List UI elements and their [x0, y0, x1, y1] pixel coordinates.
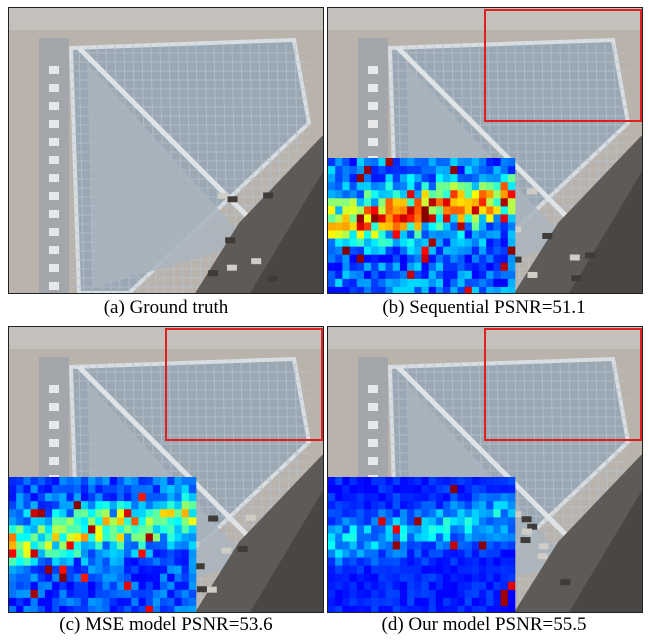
aerial-image: [328, 327, 642, 612]
left-wall: [39, 38, 69, 293]
panel-ground-truth: [8, 7, 324, 294]
error-map: [328, 158, 516, 293]
caption-c: (c) MSE model PSNR=53.6: [59, 614, 273, 635]
roof-beam: [396, 46, 580, 230]
caption-d: (d) Our model PSNR=55.5: [381, 614, 587, 635]
crop-box: [484, 328, 642, 441]
aerial-image: [328, 8, 642, 293]
dark-roof: [250, 171, 323, 293]
error-map: [328, 477, 516, 612]
crop-box: [484, 9, 642, 122]
wall-windows: [49, 66, 59, 290]
roof-beam: [396, 365, 580, 549]
error-map: [9, 477, 197, 612]
aerial-image: [9, 327, 323, 612]
panel-our-model: [327, 326, 643, 613]
crop-box: [165, 328, 323, 441]
ground-objects: [511, 511, 571, 586]
ground-objects: [511, 188, 596, 282]
panel-mse-model: [8, 326, 324, 613]
ground-objects: [208, 192, 278, 282]
caption-a: (a) Ground truth: [103, 297, 229, 318]
roof-triangle: [87, 63, 249, 288]
panel-sequential: [327, 7, 643, 294]
aerial-image: [9, 8, 323, 293]
roof-beam: [77, 365, 261, 549]
top-strip: [9, 8, 323, 30]
caption-b: (b) Sequential PSNR=51.1: [382, 297, 586, 318]
